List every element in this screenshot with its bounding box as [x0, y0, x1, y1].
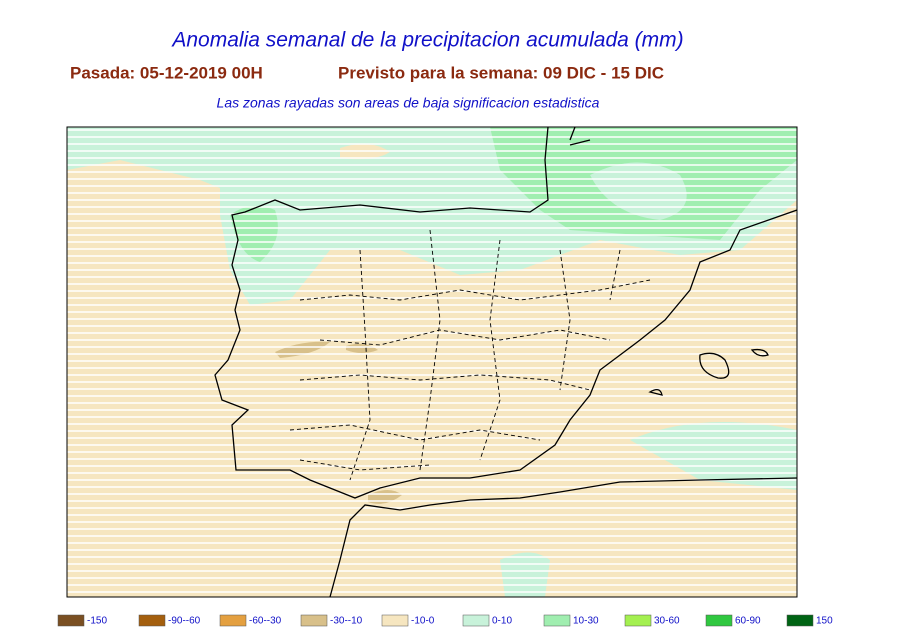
legend-label: -150 — [87, 616, 107, 627]
legend-swatch — [300, 614, 328, 627]
coastline — [214, 127, 797, 499]
legend-label: 30-60 — [654, 616, 680, 627]
legend-label: -30--10 — [330, 616, 363, 627]
legend-label: 60-90 — [735, 616, 761, 627]
legend-label: 10-30 — [573, 616, 599, 627]
note: Las zonas rayadas son areas de baja sign… — [217, 95, 600, 111]
legend-swatch — [138, 614, 166, 627]
title: Anomalia semanal de la precipitacion acu… — [170, 29, 683, 52]
forecast-week: Previsto para la semana: 09 DIC - 15 DIC — [338, 63, 664, 82]
legend-swatch — [381, 614, 409, 627]
legend-swatch — [219, 614, 247, 627]
legend-label: 150 — [816, 616, 833, 627]
coastline — [329, 477, 797, 597]
coastline — [648, 348, 769, 396]
legend-swatch — [57, 614, 85, 627]
legend: -150 -90--60 -60--30 -30--10 -10-0 0-10 10-30 3… — [57, 614, 833, 627]
legend-swatch — [462, 614, 490, 627]
province-borders — [289, 229, 651, 481]
map — [67, 127, 797, 597]
legend-label: -90--60 — [168, 616, 201, 627]
legend-swatch — [543, 614, 571, 627]
legend-swatch — [624, 614, 652, 627]
legend-swatch — [705, 614, 733, 627]
map-frame — [66, 126, 798, 598]
legend-label: -60--30 — [249, 616, 282, 627]
low-significance-hatching — [67, 127, 797, 597]
coastline — [569, 127, 591, 146]
run-date: Pasada: 05-12-2019 00H — [70, 63, 263, 82]
legend-swatch — [786, 614, 814, 627]
legend-label: -10-0 — [411, 616, 435, 627]
legend-label: 0-10 — [492, 616, 512, 627]
